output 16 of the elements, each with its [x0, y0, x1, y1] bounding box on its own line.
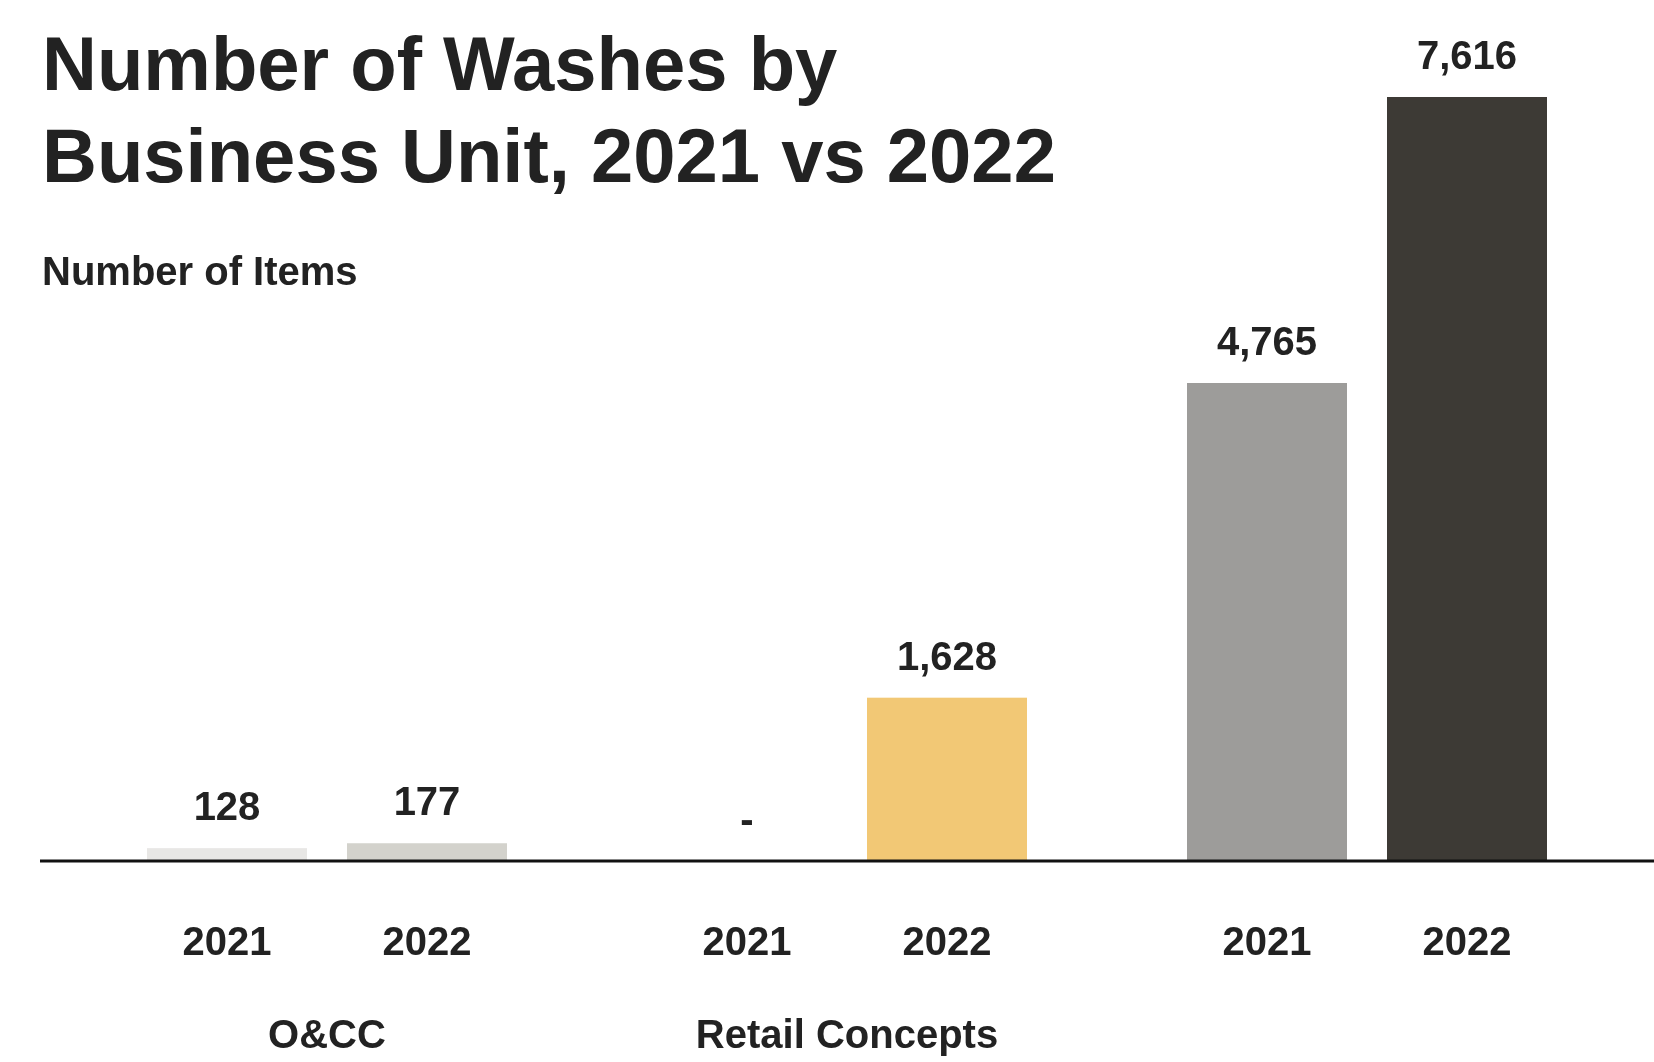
data-label: - — [740, 797, 754, 841]
x-tick-label: 2021 — [1222, 919, 1312, 963]
x-tick-label: 2021 — [182, 919, 272, 963]
chart-title: Number of Washes by Business Unit, 2021 vs 2022 — [42, 21, 1056, 198]
text: Retail Concepts — [695, 1012, 999, 1056]
y-axis-title: Number of Items — [42, 249, 358, 293]
x-tick-label: 2021 — [702, 919, 792, 963]
data-label: 177 — [393, 779, 461, 824]
data-label: 1,628 — [896, 633, 998, 678]
data-label: 4,765 — [1216, 319, 1318, 363]
x-tick-label: 2022 — [382, 919, 472, 963]
x-tick-label: 2022 — [902, 919, 992, 963]
text: O&CC — [268, 1012, 386, 1056]
data-label: 128 — [193, 784, 261, 829]
x-tick-label: 2022 — [1422, 919, 1512, 963]
data-label: 7,616 — [1416, 33, 1518, 77]
